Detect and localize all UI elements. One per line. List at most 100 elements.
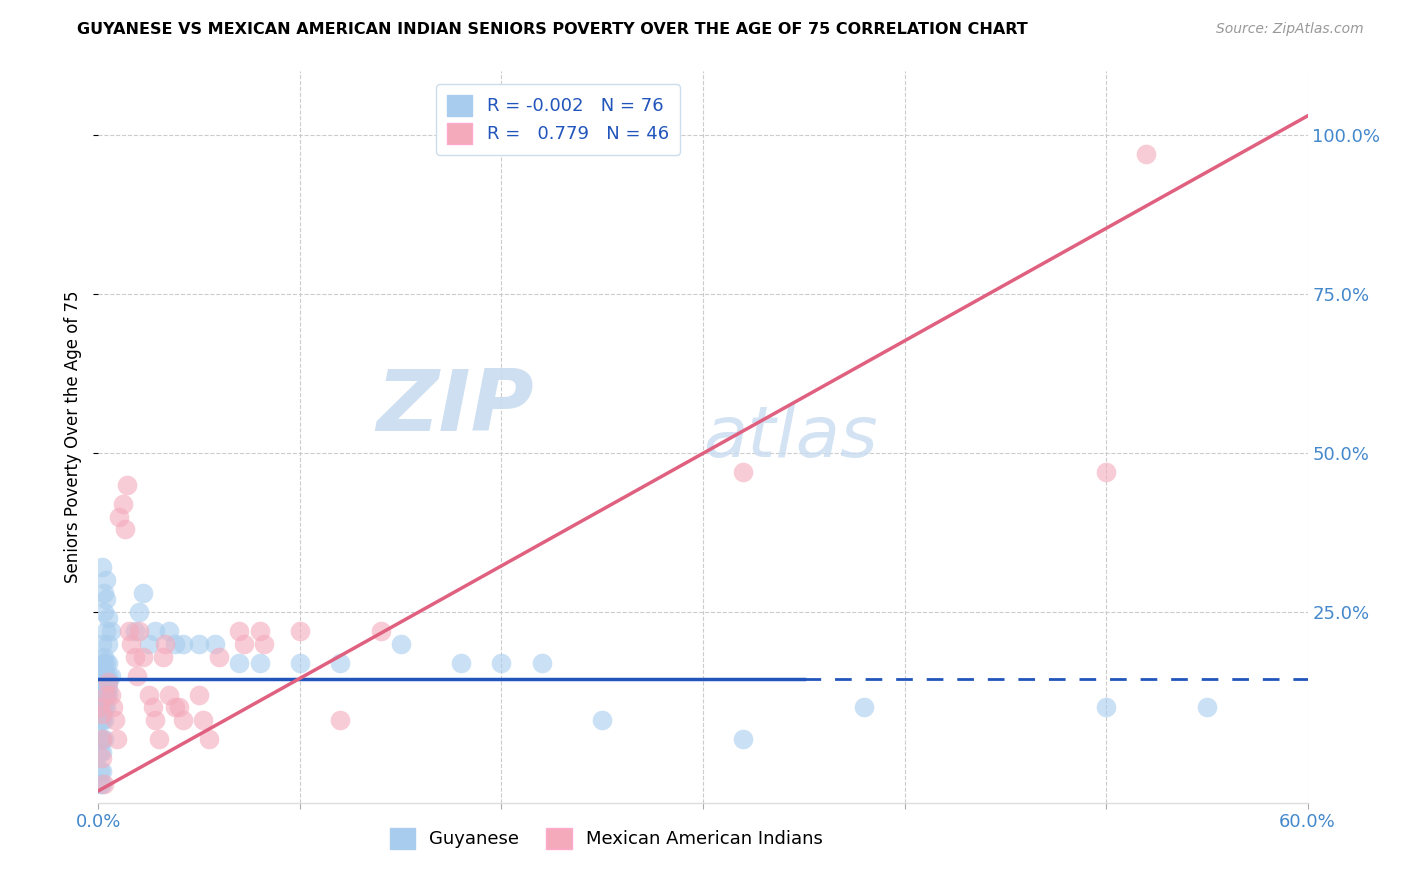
Point <box>97 681 120 696</box>
Legend: Guyanese, Mexican American Indians: Guyanese, Mexican American Indians <box>382 821 830 856</box>
Point <box>138 688 160 702</box>
Point <box>89 732 111 747</box>
Point <box>100 624 122 638</box>
Y-axis label: Seniors Poverty Over the Age of 75: Seniors Poverty Over the Age of 75 <box>65 291 83 583</box>
Point <box>93 700 115 714</box>
Point <box>288 656 311 670</box>
Point <box>97 637 120 651</box>
Point <box>125 668 148 682</box>
Point <box>97 668 120 682</box>
Point <box>128 624 150 638</box>
Point <box>100 668 122 682</box>
Point <box>132 586 155 600</box>
Point <box>111 497 134 511</box>
Point <box>97 675 120 690</box>
Point <box>153 637 176 651</box>
Point <box>100 688 122 702</box>
Point <box>93 605 115 619</box>
Point <box>93 681 115 696</box>
Point <box>530 656 553 670</box>
Point <box>103 713 125 727</box>
Point <box>91 777 114 791</box>
Point <box>89 713 111 727</box>
Point <box>193 713 215 727</box>
Point <box>107 509 129 524</box>
Point <box>228 656 250 670</box>
Point <box>96 688 118 702</box>
Point <box>97 675 120 690</box>
Point <box>91 668 114 682</box>
Point <box>450 656 472 670</box>
Point <box>232 637 254 651</box>
Point <box>1095 465 1118 479</box>
Point <box>89 688 111 702</box>
Point <box>491 656 513 670</box>
Point <box>93 732 115 747</box>
Point <box>91 732 114 747</box>
Point <box>853 700 876 714</box>
Point <box>157 624 180 638</box>
Point <box>249 656 271 670</box>
Point <box>1195 700 1218 714</box>
Point <box>114 522 136 536</box>
Point <box>89 764 111 778</box>
Point <box>93 656 115 670</box>
Point <box>329 713 352 727</box>
Point <box>228 624 250 638</box>
Point <box>329 656 352 670</box>
Point <box>163 700 186 714</box>
Point <box>115 477 138 491</box>
Point <box>97 688 120 702</box>
Point <box>124 649 146 664</box>
Point <box>89 700 111 714</box>
Point <box>89 745 111 759</box>
Point <box>163 637 186 651</box>
Point <box>91 713 114 727</box>
Point <box>91 688 114 702</box>
Point <box>370 624 392 638</box>
Point <box>198 732 221 747</box>
Point <box>105 732 128 747</box>
Point <box>96 681 118 696</box>
Point <box>1095 700 1118 714</box>
Point <box>208 649 231 664</box>
Point <box>91 751 114 765</box>
Point <box>120 637 142 651</box>
Point <box>96 656 118 670</box>
Point <box>91 700 114 714</box>
Point <box>91 706 114 721</box>
Point <box>89 681 111 696</box>
Point <box>96 668 118 682</box>
Point <box>172 713 194 727</box>
Point <box>91 560 114 574</box>
Point <box>253 637 276 651</box>
Point <box>157 688 180 702</box>
Point <box>96 573 118 587</box>
Point <box>142 700 165 714</box>
Point <box>288 624 311 638</box>
Point <box>1135 147 1157 161</box>
Text: atlas: atlas <box>703 402 877 472</box>
Point <box>389 637 412 651</box>
Point <box>204 637 226 651</box>
Text: ZIP: ZIP <box>375 367 534 450</box>
Point <box>733 732 755 747</box>
Point <box>188 637 211 651</box>
Point <box>96 700 118 714</box>
Point <box>188 688 211 702</box>
Point <box>118 624 141 638</box>
Point <box>89 675 111 690</box>
Point <box>138 637 160 651</box>
Point <box>93 713 115 727</box>
Point <box>93 777 115 791</box>
Point <box>91 764 114 778</box>
Point <box>148 732 170 747</box>
Point <box>93 675 115 690</box>
Point <box>96 592 118 607</box>
Point <box>128 605 150 619</box>
Point <box>93 586 115 600</box>
Point <box>96 675 118 690</box>
Point <box>733 465 755 479</box>
Point <box>101 700 124 714</box>
Point <box>89 700 111 714</box>
